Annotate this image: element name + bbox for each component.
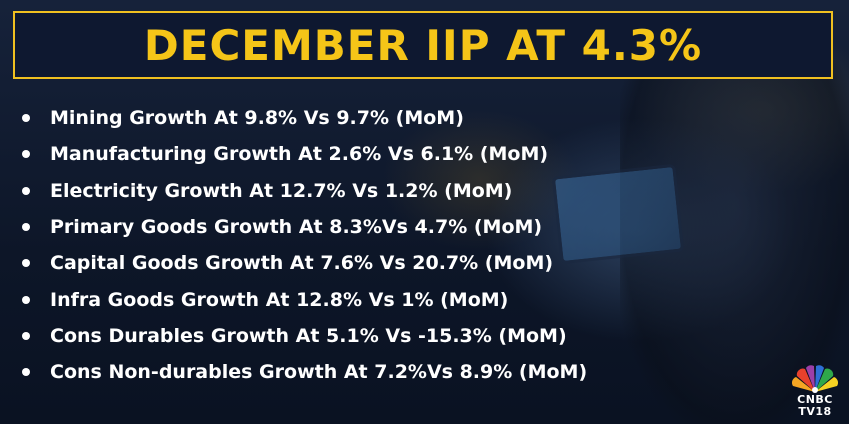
cnbc-tv18-logo: CNBC TV18 [787,362,843,420]
bullet-icon [22,186,30,195]
list-item: Primary Goods Growth At 8.3%Vs 4.7% (MoM… [22,209,587,245]
list-item: Cons Non-durables Growth At 7.2%Vs 8.9% … [22,354,587,390]
list-item-text: Electricity Growth At 12.7% Vs 1.2% (MoM… [50,179,513,202]
list-item: Capital Goods Growth At 7.6% Vs 20.7% (M… [22,245,587,281]
logo-text-cnbc: CNBC [797,393,833,406]
list-item: Manufacturing Growth At 2.6% Vs 6.1% (Mo… [22,136,587,172]
list-item-text: Primary Goods Growth At 8.3%Vs 4.7% (MoM… [50,216,543,239]
list-item-text: Manufacturing Growth At 2.6% Vs 6.1% (Mo… [50,143,549,166]
title-banner: DECEMBER IIP AT 4.3% [13,11,833,79]
list-item-text: Infra Goods Growth At 12.8% Vs 1% (MoM) [50,288,509,311]
bullet-icon [22,331,30,340]
list-item-text: Capital Goods Growth At 7.6% Vs 20.7% (M… [50,252,554,275]
bullet-icon [22,368,30,377]
bullet-icon [22,150,30,159]
list-item: Infra Goods Growth At 12.8% Vs 1% (MoM) [22,281,587,317]
list-item: Mining Growth At 9.8% Vs 9.7% (MoM) [22,100,587,136]
bullet-icon [22,259,30,268]
logo-text-tv18: TV18 [798,405,832,418]
headline: DECEMBER IIP AT 4.3% [143,20,703,70]
list-item: Cons Durables Growth At 5.1% Vs -15.3% (… [22,318,587,354]
peacock-icon [791,365,839,393]
list-item: Electricity Growth At 12.7% Vs 1.2% (MoM… [22,173,587,209]
growth-list: Mining Growth At 9.8% Vs 9.7% (MoM) Manu… [22,100,587,390]
list-item-text: Mining Growth At 9.8% Vs 9.7% (MoM) [50,107,464,130]
list-item-text: Cons Non-durables Growth At 7.2%Vs 8.9% … [50,361,588,384]
bullet-icon [22,114,30,123]
list-item-text: Cons Durables Growth At 5.1% Vs -15.3% (… [50,324,567,347]
bullet-icon [22,223,30,232]
bullet-icon [22,295,30,304]
